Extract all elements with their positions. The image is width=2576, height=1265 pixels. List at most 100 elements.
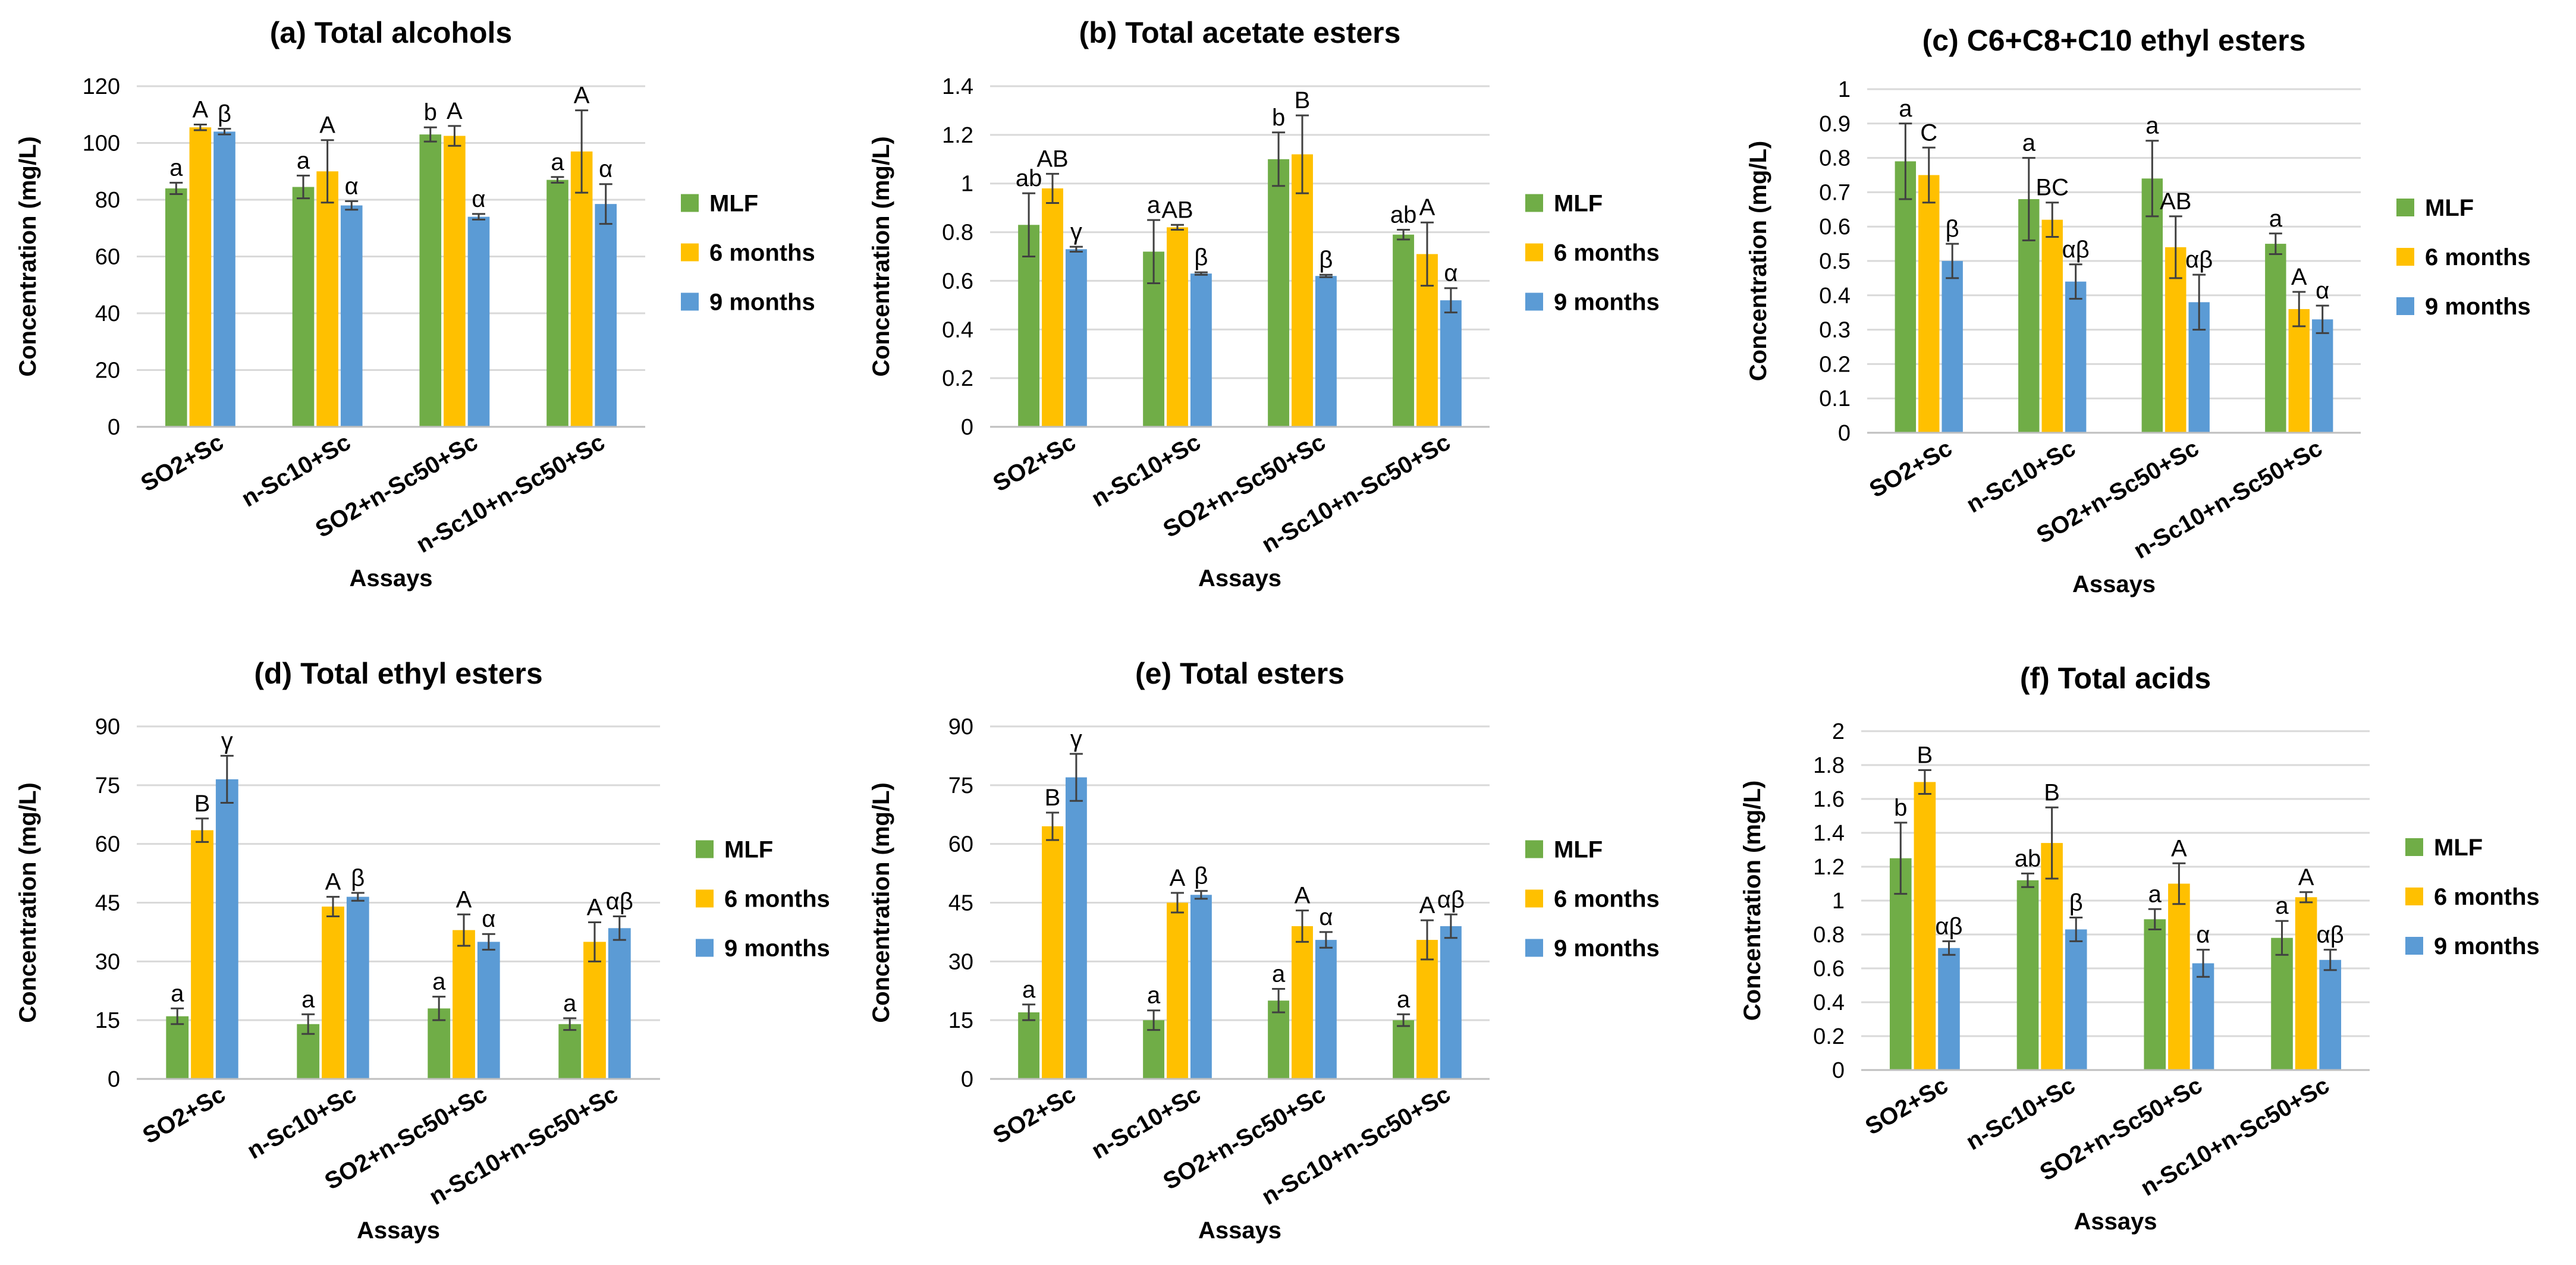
- legend-label: 9 months: [709, 289, 815, 316]
- y-axis-title: Concentration (mg/L): [868, 136, 894, 376]
- y-tick-label: 15: [95, 1008, 120, 1033]
- significance-label: α: [599, 156, 612, 182]
- significance-label: ab: [1390, 202, 1417, 228]
- legend-swatch: [681, 243, 699, 262]
- legend-swatch: [681, 194, 699, 212]
- legend-swatch: [1525, 939, 1543, 957]
- significance-label: α: [482, 906, 495, 932]
- bar-6-months: [444, 136, 466, 427]
- y-tick-label: 30: [95, 949, 120, 974]
- x-tick-label: SO2+Sc: [989, 429, 1080, 497]
- y-tick-label: 20: [95, 358, 120, 383]
- legend-label: 9 months: [2434, 933, 2540, 959]
- chart-title: (c) C6+C8+C10 ethyl esters: [1922, 24, 2306, 57]
- bar-mlf: [1268, 159, 1290, 427]
- bar-mlf: [419, 134, 442, 427]
- y-tick-label: 0.6: [1819, 215, 1851, 240]
- legend-swatch: [681, 292, 699, 311]
- bar-mlf: [1895, 161, 1917, 433]
- chart-panel-c: (c) C6+C8+C10 ethyl esters 0 0.1 0.2 0.3 0.4 0…: [1745, 24, 2531, 597]
- bar-6-months: [570, 151, 593, 427]
- x-tick-label: SO2+Sc: [1865, 435, 1956, 503]
- bar-9-months: [1440, 926, 1462, 1079]
- significance-label: B: [1295, 87, 1311, 114]
- significance-label: A: [2291, 264, 2307, 290]
- legend-swatch: [2405, 937, 2423, 955]
- x-axis-title: Assays: [2072, 571, 2156, 597]
- y-tick-label: 120: [83, 74, 120, 99]
- significance-label: α: [1319, 904, 1333, 930]
- bar-9-months: [1065, 777, 1087, 1079]
- bar-mlf: [1018, 1012, 1040, 1079]
- significance-label: a: [301, 986, 315, 1012]
- x-tick-label: n-Sc10+Sc: [1087, 1081, 1205, 1165]
- y-tick-label: 90: [948, 715, 973, 740]
- y-tick-label: 0.6: [942, 269, 973, 294]
- legend-label: MLF: [2434, 835, 2483, 861]
- significance-label: α: [1444, 260, 1457, 287]
- legend-swatch: [1525, 243, 1543, 262]
- significance-label: β: [1194, 244, 1208, 270]
- bar-9-months: [608, 928, 631, 1079]
- bar-mlf: [1393, 234, 1415, 427]
- y-tick-label: 0: [961, 415, 973, 440]
- significance-label: A: [574, 83, 590, 109]
- y-tick-label: 1.4: [942, 74, 973, 99]
- significance-label: α: [2316, 278, 2329, 304]
- significance-label: a: [1899, 96, 1912, 122]
- bar-9-months: [1315, 940, 1337, 1079]
- y-tick-label: 0.9: [1819, 112, 1851, 137]
- legend-swatch: [1525, 194, 1543, 212]
- y-axis-title: Concentration (mg/L): [868, 782, 894, 1022]
- y-tick-label: 60: [95, 832, 120, 857]
- y-tick-label: 0.8: [1819, 146, 1851, 171]
- significance-label: A: [1419, 892, 1435, 918]
- legend-label: MLF: [724, 837, 773, 863]
- y-tick-label: 0.6: [1813, 956, 1845, 981]
- significance-label: β: [1194, 863, 1208, 889]
- significance-label: β: [1319, 247, 1333, 273]
- chart-title: (e) Total esters: [1135, 657, 1344, 690]
- bar-9-months: [340, 205, 363, 427]
- bar-9-months: [213, 131, 235, 427]
- y-tick-label: 0.8: [942, 221, 973, 246]
- y-tick-label: 0.4: [942, 317, 973, 342]
- bar-mlf: [2271, 937, 2293, 1070]
- legend-label: 6 months: [1554, 886, 1660, 912]
- bar-mlf: [165, 188, 187, 427]
- bar-mlf: [546, 180, 568, 427]
- x-tick-label: SO2+Sc: [136, 429, 228, 497]
- legend-label: 6 months: [1554, 240, 1660, 266]
- significance-label: ab: [1016, 165, 1042, 191]
- significance-label: a: [169, 155, 183, 181]
- y-tick-label: 100: [83, 131, 120, 156]
- significance-label: αβ: [1935, 913, 1962, 939]
- y-tick-label: 0.3: [1819, 318, 1851, 343]
- bar-6-months: [322, 907, 344, 1079]
- bar-9-months: [1190, 273, 1212, 427]
- significance-label: A: [587, 894, 603, 920]
- significance-label: α: [345, 173, 359, 199]
- x-axis-title: Assays: [1198, 565, 1281, 591]
- significance-label: A: [193, 96, 209, 122]
- significance-label: a: [1272, 961, 1286, 987]
- significance-label: b: [424, 99, 437, 125]
- x-axis-title: Assays: [349, 565, 432, 591]
- y-tick-label: 1.6: [1813, 787, 1845, 812]
- y-tick-label: 40: [95, 301, 120, 326]
- x-axis-title: Assays: [2074, 1209, 2157, 1235]
- x-tick-label: n-Sc10+Sc: [243, 1081, 360, 1165]
- legend-label: 6 months: [2434, 884, 2540, 910]
- bar-6-months: [1416, 940, 1438, 1079]
- y-tick-label: 0: [1838, 421, 1851, 446]
- legend-swatch: [2405, 888, 2423, 905]
- significance-label: A: [319, 112, 335, 139]
- y-tick-label: 45: [95, 891, 120, 916]
- legend-label: 6 months: [709, 240, 815, 266]
- y-axis-title: Concentration (mg/L): [1739, 781, 1765, 1021]
- significance-label: B: [1917, 742, 1933, 769]
- legend-swatch: [696, 840, 714, 858]
- x-tick-label: n-Sc10+Sc: [1087, 429, 1205, 512]
- bar-9-months: [1938, 948, 1960, 1070]
